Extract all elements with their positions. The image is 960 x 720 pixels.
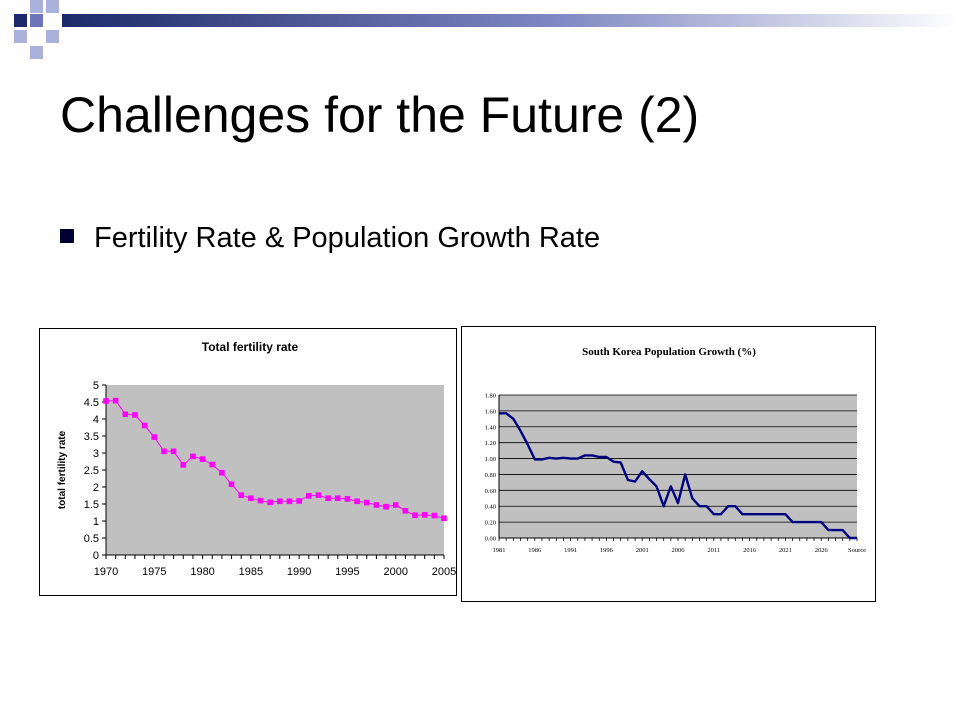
data-point xyxy=(151,434,158,440)
y-tick-label: 0.20 xyxy=(485,520,496,527)
x-tick-label: 2016 xyxy=(743,547,757,554)
y-tick-label: 1.5 xyxy=(84,499,99,511)
data-point xyxy=(103,398,109,404)
y-tick-label: 0.00 xyxy=(485,536,496,543)
bullet-item: Fertility Rate & Population Growth Rate xyxy=(60,222,600,255)
fertility-rate-plot: Total fertility rate 0 0.5 1 1.5 2 2.5 3 3.5 4 4.5… xyxy=(57,340,456,578)
data-point xyxy=(170,448,177,455)
population-growth-plot: South Korea Population Growth (%) 0.00 0.2… xyxy=(485,346,867,554)
data-point xyxy=(383,503,389,510)
data-point xyxy=(412,512,418,519)
x-tick-label: 1991 xyxy=(564,547,577,554)
data-point xyxy=(122,411,129,418)
x-tick-label: 2001 xyxy=(636,547,649,554)
plot-area xyxy=(499,395,857,538)
data-point xyxy=(315,492,322,498)
data-point xyxy=(306,493,312,499)
decoration-band xyxy=(62,14,960,27)
decoration-square xyxy=(14,30,27,43)
data-point xyxy=(228,481,235,488)
data-point xyxy=(402,508,409,514)
data-point xyxy=(363,499,370,506)
y-tick-label: 0 xyxy=(93,550,99,562)
x-tick-label: 1975 xyxy=(142,566,166,578)
y-tick-label: 0.5 xyxy=(84,533,99,545)
slide-corner-decoration xyxy=(14,0,960,59)
data-point xyxy=(219,469,225,476)
y-tick-label: 2.5 xyxy=(84,465,99,477)
decoration-square xyxy=(46,30,59,43)
plot-area xyxy=(106,385,444,555)
data-point xyxy=(209,461,216,468)
y-tick-label: 0.80 xyxy=(485,472,496,479)
y-axis-label: total fertility rate xyxy=(57,430,68,509)
x-tick-label: 1995 xyxy=(335,566,359,578)
y-tick-label: 1.60 xyxy=(485,408,496,415)
bullet-text: Fertility Rate & Population Growth Rate xyxy=(94,222,601,254)
population-growth-chart: South Korea Population Growth (%) 0.00 0.2… xyxy=(461,326,876,602)
data-point xyxy=(296,498,302,504)
data-point xyxy=(373,502,380,508)
data-point xyxy=(141,422,148,429)
data-point xyxy=(325,495,331,502)
data-point xyxy=(277,498,283,505)
slide-title: Challenges for the Future (2) xyxy=(60,87,700,143)
data-point xyxy=(161,448,167,455)
x-tick-label: 2021 xyxy=(779,547,792,554)
decoration-square xyxy=(14,14,27,27)
data-point xyxy=(257,497,264,504)
x-tick-label: 1990 xyxy=(287,566,311,578)
data-point xyxy=(334,495,341,502)
data-point xyxy=(354,498,360,505)
bullet-square-icon xyxy=(60,229,74,244)
x-tick-label: 2006 xyxy=(672,547,686,554)
x-tick-label: 2011 xyxy=(707,547,720,554)
x-tick-label: 1970 xyxy=(94,566,118,578)
y-tick-label: 4 xyxy=(93,414,99,426)
y-tick-label: 2 xyxy=(93,482,99,494)
x-tick-label: 1980 xyxy=(190,566,214,578)
y-tick-label: 4.5 xyxy=(84,397,99,409)
data-point xyxy=(180,462,187,468)
y-tick-label: 1.00 xyxy=(485,456,496,463)
x-tick-label: 1986 xyxy=(528,547,542,554)
data-point xyxy=(238,492,244,498)
data-point xyxy=(190,453,196,460)
data-point xyxy=(392,502,399,508)
data-point xyxy=(441,515,447,522)
decoration-square xyxy=(46,0,59,13)
x-tick-label: Source xyxy=(848,547,866,554)
fertility-rate-chart: Total fertility rate 0 0.5 1 1.5 2 2.5 3 3.5 4 4.5… xyxy=(39,328,457,596)
x-tick-label: 2000 xyxy=(383,566,407,578)
data-point xyxy=(344,496,351,502)
data-point xyxy=(286,498,293,505)
y-tick-label: 1.20 xyxy=(485,440,496,447)
data-point xyxy=(421,512,428,518)
x-tick-label: 1996 xyxy=(600,547,614,554)
y-tick-label: 0.60 xyxy=(485,488,496,495)
data-point xyxy=(199,456,206,462)
y-tick-label: 3 xyxy=(93,448,99,460)
data-point xyxy=(112,397,119,404)
decoration-square xyxy=(30,14,43,27)
y-tick-label: 3.5 xyxy=(84,431,99,443)
y-tick-label: 5 xyxy=(93,380,99,392)
x-tick-label: 1985 xyxy=(239,566,263,578)
data-point xyxy=(431,512,438,519)
decoration-square xyxy=(30,46,43,59)
population-growth-series-line xyxy=(499,412,857,540)
chart-title: South Korea Population Growth (%) xyxy=(582,346,756,358)
data-point xyxy=(248,495,254,502)
data-point xyxy=(267,499,273,506)
y-tick-label: 0.40 xyxy=(485,504,496,511)
y-tick-label: 1.80 xyxy=(485,393,496,400)
y-tick-label: 1 xyxy=(93,516,99,528)
decoration-square xyxy=(30,0,43,13)
chart-title: Total fertility rate xyxy=(202,340,299,354)
x-tick-label: 1981 xyxy=(493,547,506,554)
x-tick-label: 2005 xyxy=(432,566,456,578)
x-tick-label: 2026 xyxy=(815,547,829,554)
y-tick-label: 1.40 xyxy=(485,424,496,431)
data-point xyxy=(132,412,138,418)
